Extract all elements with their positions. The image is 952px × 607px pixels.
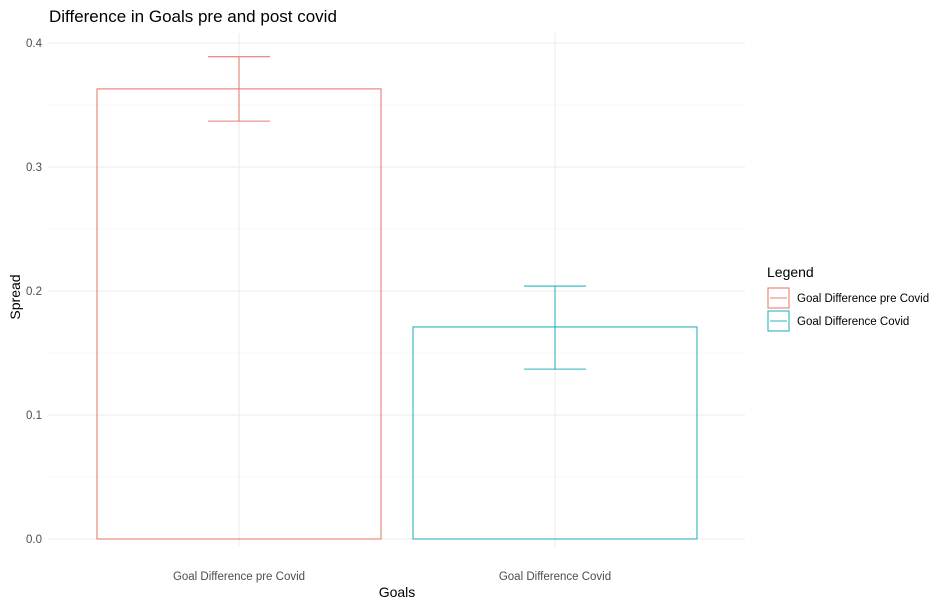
chart-title: Difference in Goals pre and post covid — [49, 7, 337, 26]
legend-label: Goal Difference pre Covid — [797, 293, 929, 305]
y-tick-label: 0.4 — [26, 38, 43, 50]
legend-title: Legend — [767, 264, 814, 280]
y-tick-label: 0.2 — [26, 286, 42, 298]
y-tick-label: 0.3 — [26, 162, 42, 174]
error-bar — [208, 56, 270, 122]
y-axis: 0.0 0.1 0.2 0.3 0.4 — [26, 38, 43, 546]
legend-item: Goal Difference Covid — [767, 310, 909, 332]
legend-key — [767, 310, 790, 332]
legend-label: Goal Difference Covid — [797, 316, 909, 328]
x-tick-label: Goal Difference pre Covid — [173, 571, 305, 583]
x-tick-label: Goal Difference Covid — [499, 571, 611, 583]
y-axis-title: Spread — [7, 274, 23, 319]
legend-item: Goal Difference pre Covid — [767, 287, 929, 309]
error-bar — [524, 285, 586, 370]
error-bars — [208, 56, 586, 370]
y-tick-label: 0.1 — [26, 410, 42, 422]
x-axis-title: Goals — [379, 584, 416, 600]
legend: Legend Goal Difference pre Covid Goal Dif… — [767, 264, 929, 332]
legend-key — [767, 287, 790, 309]
grid — [48, 33, 745, 547]
y-tick-label: 0.0 — [26, 534, 42, 546]
bars — [96, 88, 698, 540]
x-axis: Goal Difference pre Covid Goal Difference… — [173, 571, 611, 583]
